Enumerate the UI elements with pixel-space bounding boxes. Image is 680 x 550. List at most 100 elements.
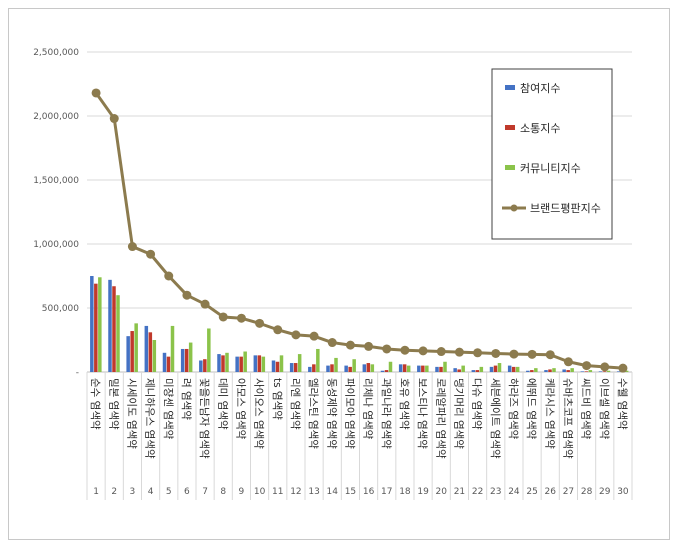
bar-3 <box>334 357 338 372</box>
bar-2 <box>366 363 371 372</box>
bar-1 <box>180 348 185 372</box>
rank-label: 3 <box>130 487 136 497</box>
bar-3 <box>352 359 356 372</box>
bar-2 <box>166 356 171 372</box>
line-point <box>545 350 555 360</box>
line-point <box>364 341 374 351</box>
line-point <box>255 318 265 328</box>
category-label: 수웰 염색약 <box>616 378 628 430</box>
legend-swatch-marker <box>510 204 518 212</box>
line-point <box>236 313 246 323</box>
legend-label: 브랜드평판지수 <box>530 202 601 215</box>
bar-1 <box>598 371 603 372</box>
bar-2 <box>384 370 389 372</box>
rank-label: 19 <box>417 487 429 497</box>
rank-label: 16 <box>363 487 375 497</box>
line-point <box>182 290 192 300</box>
bar-1 <box>235 356 239 372</box>
bar-1 <box>362 364 367 372</box>
rank-label: 10 <box>254 487 266 497</box>
bar-2 <box>221 355 225 372</box>
y-tick-label: 500,000 <box>42 304 79 314</box>
bar-3 <box>261 356 266 372</box>
bar-3 <box>98 277 102 372</box>
y-tick-label: 1,000,000 <box>33 240 79 250</box>
bar-1 <box>435 366 439 372</box>
bar-1 <box>526 370 530 372</box>
bar-2 <box>584 371 589 372</box>
bar-2 <box>330 364 334 372</box>
bar-1 <box>471 370 476 372</box>
category-label: ts 염색약 <box>271 378 283 420</box>
rank-label: 12 <box>290 487 301 497</box>
line-point <box>400 345 410 355</box>
bar-3 <box>243 351 247 372</box>
bar-2 <box>511 366 516 372</box>
bar-1 <box>544 370 548 372</box>
rank-label: 11 <box>272 487 283 497</box>
bar-1 <box>126 336 130 372</box>
bar-3 <box>606 370 611 372</box>
bar-3 <box>188 342 193 372</box>
bar-3 <box>279 355 284 372</box>
category-label: 려 염색약 <box>180 378 192 420</box>
bar-1 <box>271 360 276 372</box>
category-label: 엘라스틴 염색약 <box>307 378 320 449</box>
rank-label: 21 <box>454 487 465 497</box>
line-point <box>418 346 428 356</box>
line-point <box>218 312 228 322</box>
legend-swatch <box>505 85 515 90</box>
rank-label: 7 <box>202 487 208 497</box>
rank-label: 5 <box>166 487 172 497</box>
bar-2 <box>203 359 207 372</box>
category-label: 리체나 염색약 <box>362 378 374 440</box>
line-point <box>291 330 301 340</box>
category-label: 시세이도 염색약 <box>125 378 137 449</box>
bar-3 <box>297 354 302 372</box>
category-label: 순수 염색약 <box>89 378 101 430</box>
line-point <box>473 348 483 358</box>
bar-3 <box>479 366 484 372</box>
category-label: 밀본 염색약 <box>107 378 119 430</box>
bar-3 <box>170 325 175 372</box>
bar-2 <box>421 365 425 372</box>
line-point <box>582 361 592 371</box>
line-point <box>454 347 464 357</box>
bar-3 <box>443 361 447 372</box>
bar-2 <box>475 370 480 372</box>
legend-label: 커뮤니티지수 <box>520 162 581 175</box>
rank-label: 25 <box>526 487 537 497</box>
bar-3 <box>588 370 593 372</box>
line-point <box>618 363 628 373</box>
bar-3 <box>225 352 229 372</box>
bar-2 <box>312 364 316 372</box>
bar-1 <box>162 352 167 372</box>
rank-label: 30 <box>617 487 629 497</box>
rank-label: 17 <box>381 487 392 497</box>
bar-1 <box>453 368 457 372</box>
bar-3 <box>406 365 411 372</box>
bar-1 <box>562 369 566 372</box>
category-label: 리엔 염색약 <box>289 378 301 430</box>
bar-3 <box>552 368 556 372</box>
category-label: 파이모아 염색약 <box>343 378 355 449</box>
line-point <box>327 338 337 348</box>
bar-2 <box>402 364 407 372</box>
rank-label: 15 <box>345 487 356 497</box>
bar-1 <box>308 366 312 372</box>
category-label: 제니하우스 염색약 <box>144 378 157 459</box>
bar-1 <box>326 365 330 372</box>
bar-1 <box>253 355 258 372</box>
rank-label: 14 <box>327 487 339 497</box>
legend-label: 참여지수 <box>520 82 560 95</box>
bar-2 <box>439 366 443 372</box>
rank-label: 6 <box>184 487 190 497</box>
category-label: 세븐에이트 염색약 <box>489 378 501 459</box>
bar-3 <box>116 295 120 372</box>
bar-2 <box>293 363 298 372</box>
rank-label: 27 <box>563 487 574 497</box>
category-label: 다슈 염색약 <box>471 378 483 430</box>
category-label: 씨드비 염색약 <box>580 378 592 440</box>
bar-2 <box>548 369 552 372</box>
